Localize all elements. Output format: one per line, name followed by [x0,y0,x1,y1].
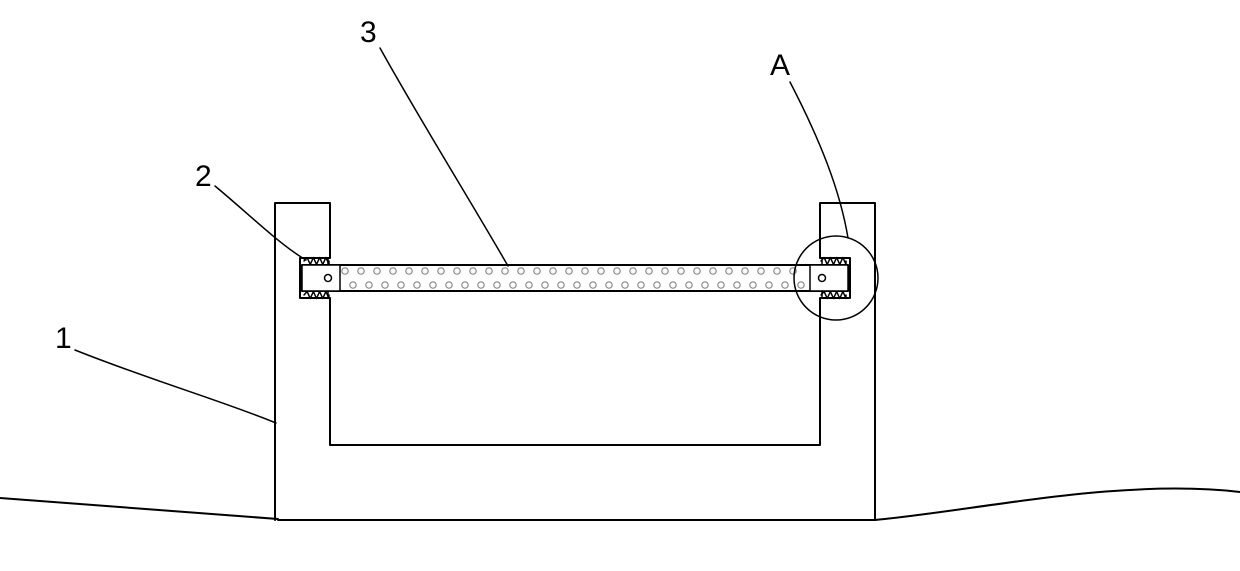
mounting-springs [304,258,846,299]
perforated-bar [302,265,848,291]
technical-diagram: 1 2 3 A [0,0,1240,571]
leader-2 [215,186,306,260]
leader-lines [75,48,848,423]
label-3: 3 [360,16,377,49]
label-A: A [770,49,790,82]
leader-3 [380,48,508,266]
callout-labels: 1 2 3 A [55,16,790,355]
u-frame [275,203,875,520]
label-1: 1 [55,322,72,355]
ground-line [0,489,1240,520]
leader-1 [75,350,276,423]
label-2: 2 [195,160,212,193]
